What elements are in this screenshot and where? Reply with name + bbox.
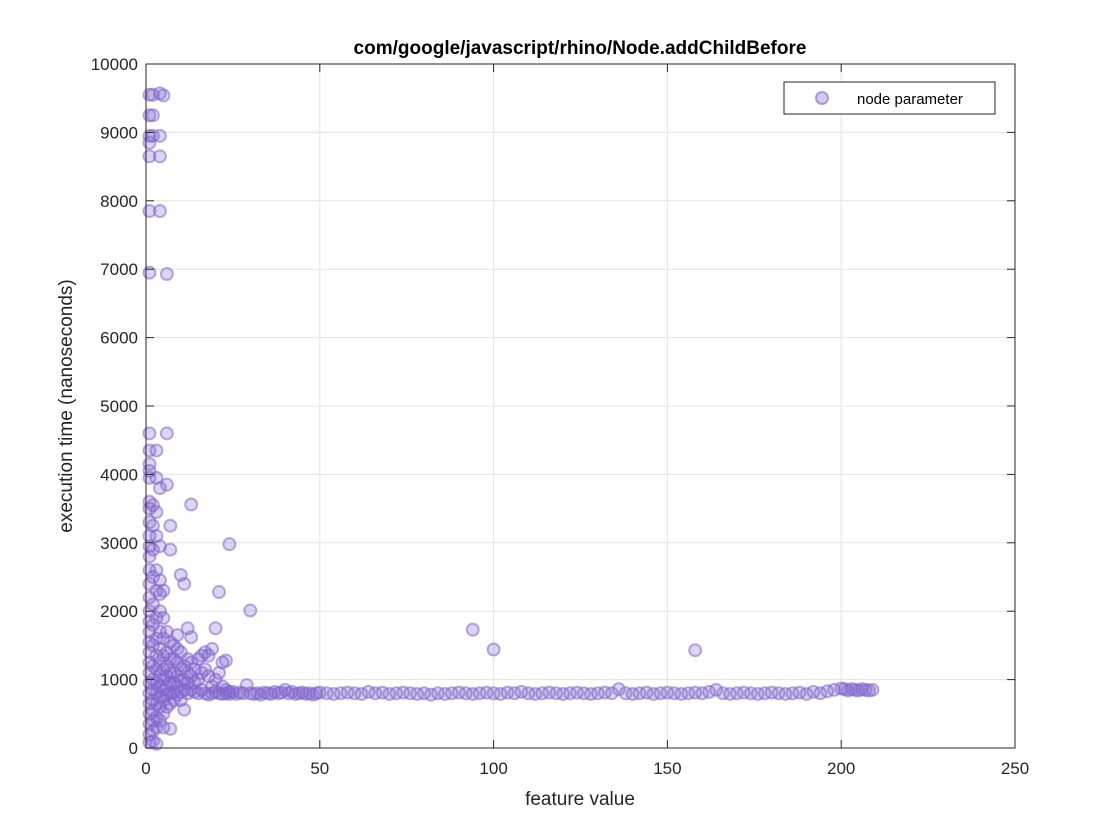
data-point — [152, 713, 167, 728]
y-tick-label: 7000 — [100, 260, 138, 279]
data-point — [688, 643, 703, 658]
y-tick-label: 1000 — [100, 671, 138, 690]
data-point — [163, 518, 178, 533]
x-tick-label: 0 — [141, 759, 150, 778]
data-point — [208, 621, 223, 636]
data-point — [218, 653, 233, 668]
data-point — [152, 204, 167, 219]
data-point — [205, 641, 220, 656]
grid-lines — [145, 63, 1016, 749]
y-tick-label: 9000 — [100, 123, 138, 142]
data-point — [709, 682, 724, 697]
x-tick-label: 100 — [479, 759, 507, 778]
data-point — [152, 149, 167, 164]
data-point — [145, 498, 160, 513]
data-point — [142, 426, 157, 441]
data-point — [145, 542, 160, 557]
data-point — [159, 477, 174, 492]
data-point — [222, 537, 237, 552]
y-tick-label: 2000 — [100, 602, 138, 621]
x-tick-label: 50 — [310, 759, 329, 778]
y-tick-label: 8000 — [100, 192, 138, 211]
chart-title: com/google/javascript/rhino/Node.addChil… — [354, 38, 807, 59]
legend-marker — [815, 91, 829, 105]
data-point — [149, 443, 164, 458]
data-point — [145, 570, 160, 584]
data-point — [184, 630, 199, 645]
data-point — [465, 622, 480, 637]
legend: node parameter — [783, 81, 996, 115]
data-point — [611, 682, 626, 697]
data-point — [177, 702, 192, 717]
data-point — [156, 88, 171, 103]
data-point — [156, 583, 171, 598]
data-point — [184, 655, 199, 670]
data-point — [159, 266, 174, 281]
x-tick-label: 150 — [653, 759, 681, 778]
y-tick-label: 0 — [129, 739, 138, 758]
legend-box — [783, 81, 996, 115]
data-point — [156, 706, 171, 721]
data-point — [604, 686, 619, 701]
data-point — [163, 542, 178, 557]
data-point — [201, 648, 216, 663]
data-point — [156, 631, 171, 646]
data-point — [142, 265, 157, 280]
data-point — [170, 628, 185, 643]
axis-ticks: 0 50 100 150 200 250 0 1000 2000 3000 4000 5000 6000… — [91, 55, 1029, 778]
x-tick-label: 250 — [1001, 759, 1029, 778]
legend-label: node parameter — [857, 91, 963, 108]
data-point — [184, 497, 199, 512]
data-point — [211, 585, 226, 600]
y-tick-label: 10000 — [91, 55, 138, 74]
y-axis-label: execution time (nanoseconds) — [56, 279, 77, 532]
data-point — [865, 682, 880, 697]
y-tick-label: 4000 — [100, 465, 138, 484]
data-point — [149, 505, 164, 520]
data-point — [163, 721, 178, 736]
x-tick-label: 200 — [827, 759, 855, 778]
data-point — [156, 611, 171, 626]
data-point — [159, 426, 174, 441]
data-point — [198, 662, 213, 677]
data-point — [243, 603, 258, 618]
data-point — [145, 108, 160, 123]
data-point — [152, 481, 167, 496]
data-point — [149, 736, 164, 751]
y-tick-label: 5000 — [100, 397, 138, 416]
data-point — [152, 128, 167, 143]
y-tick-label: 6000 — [100, 329, 138, 348]
y-tick-label: 3000 — [100, 534, 138, 553]
data-point — [177, 576, 192, 591]
data-point — [486, 642, 501, 657]
x-axis-label: feature value — [525, 789, 635, 810]
